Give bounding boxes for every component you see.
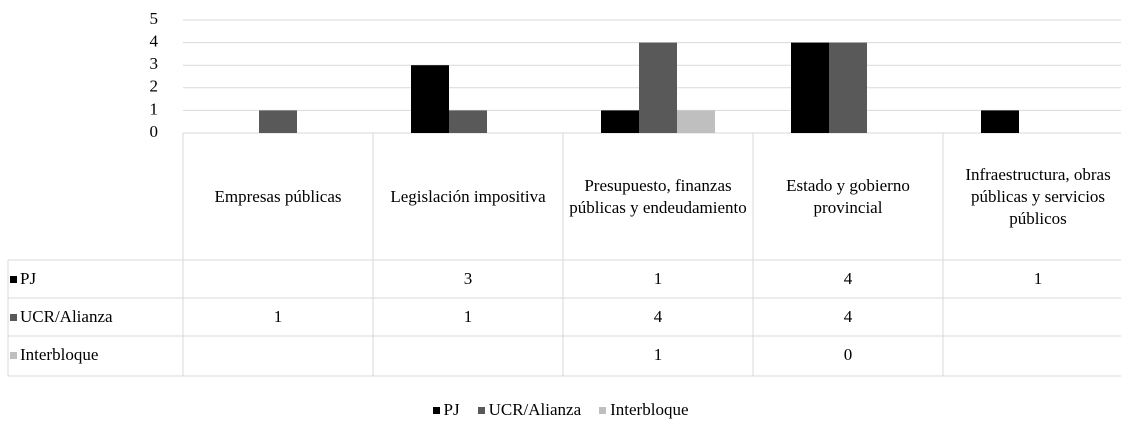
bar [981,110,1019,133]
bar [829,42,867,133]
category-label: Infraestructura, obras públicas y servic… [965,164,1111,228]
y-tick-label: 5 [150,9,159,28]
table-value: 4 [843,307,853,326]
legend-key [599,406,607,414]
legend: PJ UCR/Alianza Interbloque [0,398,1121,422]
series-name: Interbloque [20,345,99,364]
y-tick-label: 0 [150,122,159,141]
y-tick-label: 1 [150,99,159,118]
table-series-label: Interbloque [8,336,183,374]
table-value: 1 [653,269,663,288]
table-series-label: UCR/Alianza [8,298,183,336]
table-value: 1 [273,307,283,326]
y-tick-label: 2 [150,77,159,96]
table-value: 4 [653,307,663,326]
legend-item: Interbloque [599,400,688,420]
table-value: 1 [1033,269,1043,288]
table-series-label: PJ [8,260,183,298]
legend-key [10,351,17,359]
category-label: Estado y gobierno provincial [786,175,910,217]
bar [639,42,677,133]
legend-key [10,275,17,283]
legend-label: Interbloque [610,400,689,419]
legend-key [10,313,17,321]
bar [411,65,449,133]
legend-item: UCR/Alianza [477,400,582,420]
table-value: 0 [843,345,853,364]
legend-item: PJ [432,400,460,420]
bar [449,110,487,133]
bar [677,110,715,133]
bar [791,42,829,133]
legend-label: UCR/Alianza [488,400,582,419]
legend-key [477,406,485,414]
table-value: 4 [843,269,853,288]
table-value: 3 [463,269,473,288]
table-value: 1 [463,307,473,326]
y-tick-label: 3 [150,54,159,73]
category-label: Empresas públicas [214,186,342,206]
category-label: Presupuesto, finanzas públicas y endeuda… [569,175,747,217]
y-tick-label: 4 [150,32,159,51]
bar [601,110,639,133]
series-name: UCR/Alianza [20,307,113,326]
legend-key [432,406,440,414]
category-label: Legislación impositiva [390,186,546,206]
series-name: PJ [20,269,37,288]
table-value: 1 [653,345,663,364]
bar [259,110,297,133]
legend-label: PJ [443,400,460,419]
